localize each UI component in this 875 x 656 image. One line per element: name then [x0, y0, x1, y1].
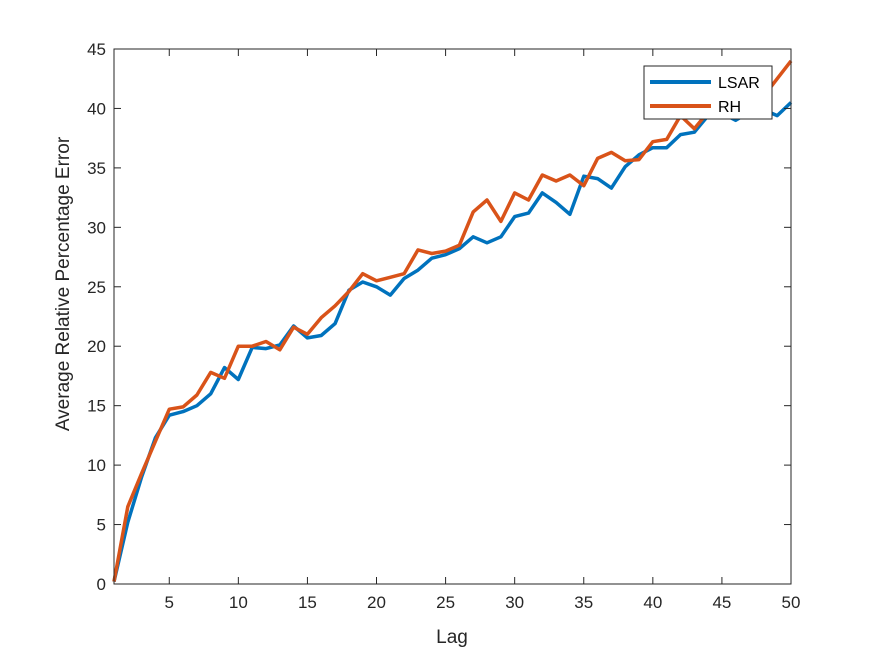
axes-layer: [113, 48, 792, 585]
y-tick-label: 25: [87, 278, 106, 297]
x-tick-label: 45: [712, 593, 731, 612]
series-line-rh: [112, 59, 793, 582]
x-tick-label: 50: [782, 593, 801, 612]
x-tick-label: 5: [165, 593, 174, 612]
y-tick-label: 40: [87, 99, 106, 118]
x-tick-label: 30: [505, 593, 524, 612]
y-tick-label: 5: [97, 516, 106, 535]
legend-box: [643, 65, 773, 120]
x-tick-label: 40: [643, 593, 662, 612]
legend-label-rh: RH: [718, 99, 741, 116]
y-tick-label: 20: [87, 337, 106, 356]
legend: LSAR RH: [643, 65, 773, 120]
ticks-layer: 5 10 15 20 25 30 35 40 45 50 0 5 10 15 20 25 30 35 40 45: [87, 40, 800, 612]
y-tick-label: 10: [87, 456, 106, 475]
y-axis-title: Average Relative Percentage Error: [53, 136, 74, 431]
x-axis-title: Lag: [436, 627, 468, 648]
series-layer: [112, 59, 793, 582]
x-tick-label: 35: [574, 593, 593, 612]
y-tick-label: 35: [87, 159, 106, 178]
x-tick-label: 15: [298, 593, 317, 612]
y-tick-label: 45: [87, 40, 106, 59]
y-tick-label: 30: [87, 218, 106, 237]
y-tick-label: 0: [97, 575, 106, 594]
x-tick-label: 20: [367, 593, 386, 612]
plot-area: [114, 49, 791, 584]
x-tick-label: 10: [229, 593, 248, 612]
y-tick-label: 15: [87, 397, 106, 416]
legend-label-lsar: LSAR: [718, 75, 760, 92]
x-tick-label: 25: [436, 593, 455, 612]
axes-box: [113, 48, 792, 585]
